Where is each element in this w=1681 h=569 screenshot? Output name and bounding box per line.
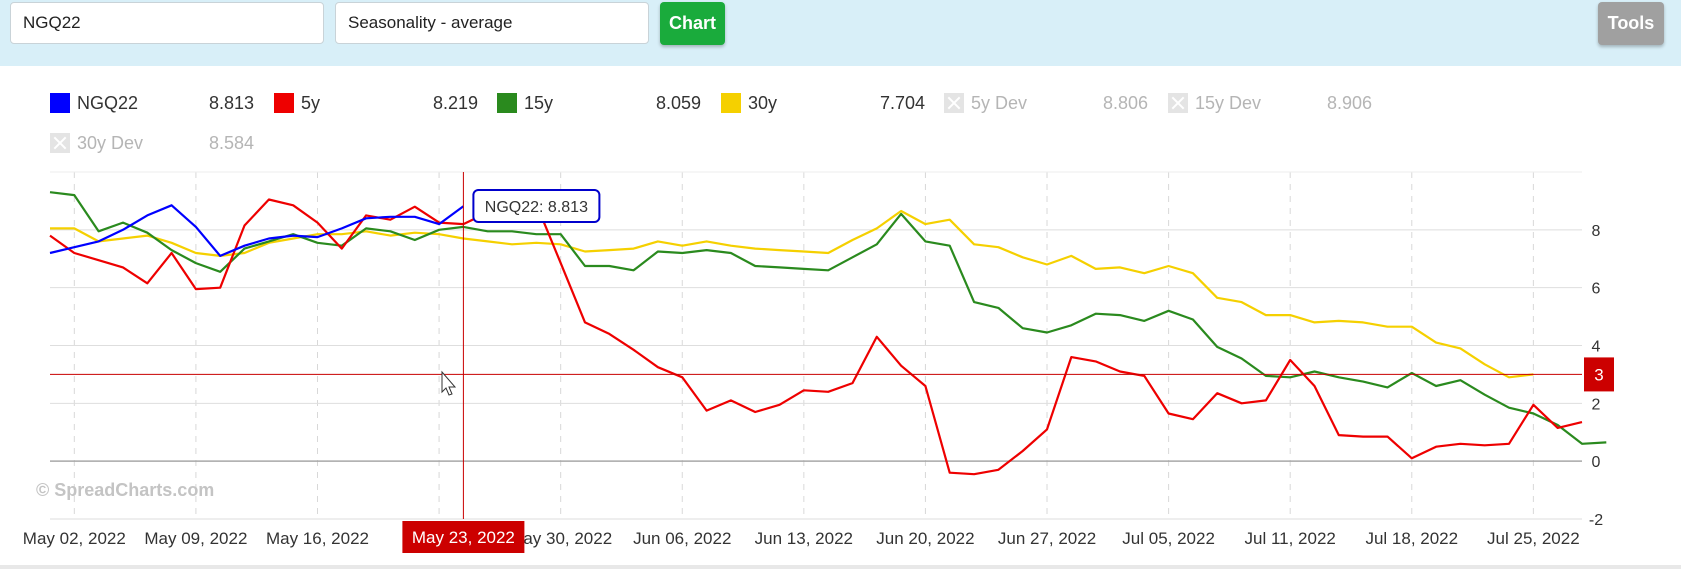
- legend-value: 8.906: [1326, 93, 1372, 113]
- legend-name: 15y Dev: [1195, 93, 1262, 113]
- x-tick-label: Jun 20, 2022: [876, 529, 974, 548]
- x-tick-label: May 09, 2022: [144, 529, 247, 548]
- x-tick-label: Jun 13, 2022: [755, 529, 853, 548]
- watermark: © SpreadCharts.com: [36, 480, 215, 500]
- series-line-5y[interactable]: [49, 198, 1583, 476]
- legend-name: 15y: [524, 93, 554, 113]
- x-tick-label: May 30, 2022: [509, 529, 612, 548]
- x-tick-label: Jun 27, 2022: [998, 529, 1096, 548]
- chart-button[interactable]: Chart: [660, 2, 725, 45]
- legend-swatch: [50, 93, 70, 113]
- legend-value: 8.813: [208, 93, 254, 113]
- legend-value: 7.704: [879, 93, 925, 113]
- tooltip-text: NGQ22: 8.813: [485, 199, 588, 216]
- legend-swatch: [50, 133, 70, 153]
- legend-value: 8.059: [655, 93, 701, 113]
- legend-swatch: [944, 93, 964, 113]
- legend-swatch: [274, 93, 294, 113]
- tools-button[interactable]: Tools: [1598, 2, 1664, 45]
- x-tick-label: Jul 11, 2022: [1245, 529, 1336, 548]
- y-tick-label: -2: [1589, 512, 1603, 529]
- mouse-cursor-icon: [441, 370, 457, 396]
- legend-value: 8.584: [208, 133, 254, 153]
- series-line-ngq22[interactable]: [49, 204, 465, 257]
- tooltip-box: [472, 189, 601, 223]
- y-tick-label: 2: [1592, 396, 1601, 413]
- y-tick-label: 0: [1592, 454, 1601, 471]
- legend-value: 8.219: [432, 93, 478, 113]
- legend-swatch: [721, 93, 741, 113]
- y-tick-label: 8: [1592, 223, 1601, 240]
- x-tick-label: Jul 05, 2022: [1122, 529, 1215, 548]
- x-tick-label: May 16, 2022: [266, 529, 369, 548]
- legend-name: 30y: [748, 93, 778, 113]
- symbol-input[interactable]: [10, 2, 324, 44]
- mode-select[interactable]: [335, 2, 649, 44]
- x-tick-label: Jul 18, 2022: [1365, 529, 1458, 548]
- x-tick-label: May 02, 2022: [23, 529, 126, 548]
- legend-name: 5y Dev: [971, 93, 1028, 113]
- legend-value: 8.806: [1102, 93, 1148, 113]
- crosshair-x-label-box: [402, 521, 525, 553]
- bottom-border: [0, 565, 1681, 569]
- legend-name: NGQ22: [77, 93, 139, 113]
- legend-name: 30y Dev: [77, 133, 144, 153]
- legend-name: 5y: [301, 93, 321, 113]
- crosshair-y-label: 3: [1594, 365, 1603, 384]
- legend-swatch: [497, 93, 517, 113]
- crosshair-y-label-box: [1584, 357, 1614, 392]
- series-line-30y[interactable]: [50, 209, 1534, 379]
- y-tick-label: 4: [1592, 339, 1601, 356]
- y-tick-label: 6: [1592, 281, 1601, 298]
- crosshair-x-label: May 23, 2022: [412, 528, 515, 547]
- series-line-15y[interactable]: [49, 191, 1607, 445]
- x-tick-label: Jun 06, 2022: [633, 529, 731, 548]
- legend-swatch: [1168, 93, 1188, 113]
- x-tick-label: Jul 25, 2022: [1487, 529, 1580, 548]
